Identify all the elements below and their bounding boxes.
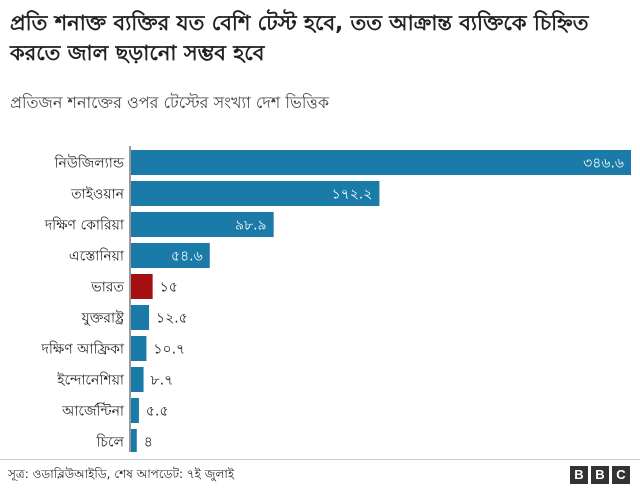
- source-note: সূত্র: ওডাব্লিউআইডি, শেষ আপডেট: ৭ই জুলাই: [8, 467, 235, 481]
- bbc-logo: B B C: [570, 466, 630, 484]
- bar-chart: নিউজিল্যান্ড ৩৪৬.৬ তাইওয়ান ১৭২.২ দক্ষিণ কোর…: [41, 146, 631, 452]
- category-label: আর্জেন্টিনা: [61, 403, 125, 420]
- bar: [131, 243, 210, 268]
- logo-letter: B: [591, 466, 609, 484]
- category-label: নিউজিল্যান্ড: [53, 155, 124, 172]
- value-label: ১৭২.২: [332, 187, 373, 203]
- bar: [131, 274, 153, 299]
- category-label: চিলে: [95, 434, 124, 451]
- value-label: ৫৪.৬: [171, 249, 203, 265]
- chart-subtitle: প্রতিজন শনাক্তের ওপর টেস্টের সংখ্যা দেশ …: [10, 93, 330, 112]
- value-label: ৮.৭: [151, 373, 174, 389]
- bar: [131, 181, 380, 206]
- value-label: ১২.৫: [156, 311, 188, 327]
- category-label: দক্ষিণ কোরিয়া: [44, 217, 125, 234]
- bar: [131, 367, 144, 392]
- logo-letter: B: [570, 466, 588, 484]
- logo-letter: C: [612, 466, 630, 484]
- category-label: ভারত: [90, 280, 124, 296]
- value-label: ৫.৫: [146, 404, 169, 420]
- category-label: ইন্দোনেশিয়া: [56, 372, 125, 389]
- category-label: দক্ষিণ আফ্রিকা: [41, 341, 125, 358]
- bar: [131, 429, 137, 452]
- value-label: ১৫: [160, 280, 178, 296]
- value-label: ৩৪৬.৬: [583, 156, 624, 172]
- bar: [131, 398, 139, 423]
- category-label: তাইওয়ান: [70, 186, 124, 203]
- value-label: ১০.৭: [153, 342, 185, 358]
- value-label: ৯৮.৯: [235, 218, 267, 234]
- bar: [131, 305, 150, 330]
- category-label: এস্তোনিয়া: [69, 248, 125, 265]
- bar: [131, 150, 631, 175]
- bar: [131, 336, 147, 361]
- bar: [131, 212, 274, 237]
- footer-divider: [0, 459, 640, 460]
- value-label: ৪: [144, 435, 153, 451]
- chart-title: প্রতি শনাক্ত ব্যক্তির যত বেশি টেস্ট হবে,…: [10, 11, 589, 65]
- category-label: যুক্তরাষ্ট্র: [81, 310, 125, 327]
